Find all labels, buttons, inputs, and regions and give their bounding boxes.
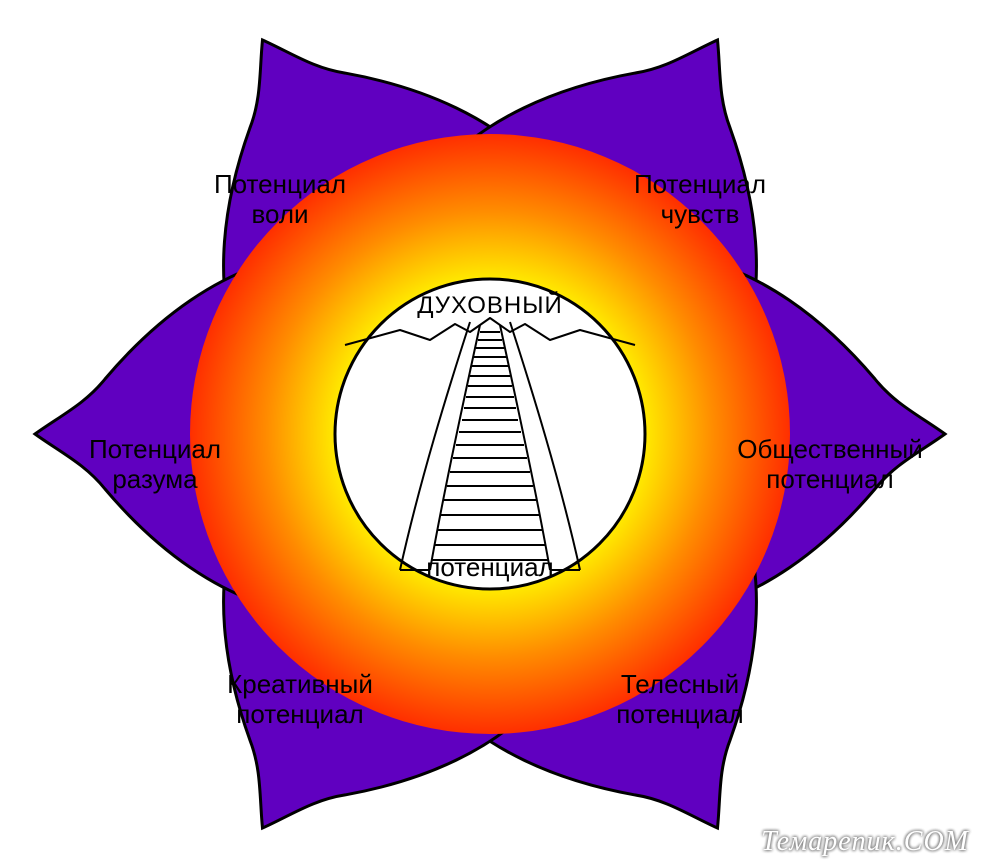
diagram-stage: ДУХОВНЫЙ потенциал Потенциал воли Потенц… (0, 0, 981, 868)
flower-svg (0, 0, 981, 868)
center-circle (335, 279, 645, 589)
